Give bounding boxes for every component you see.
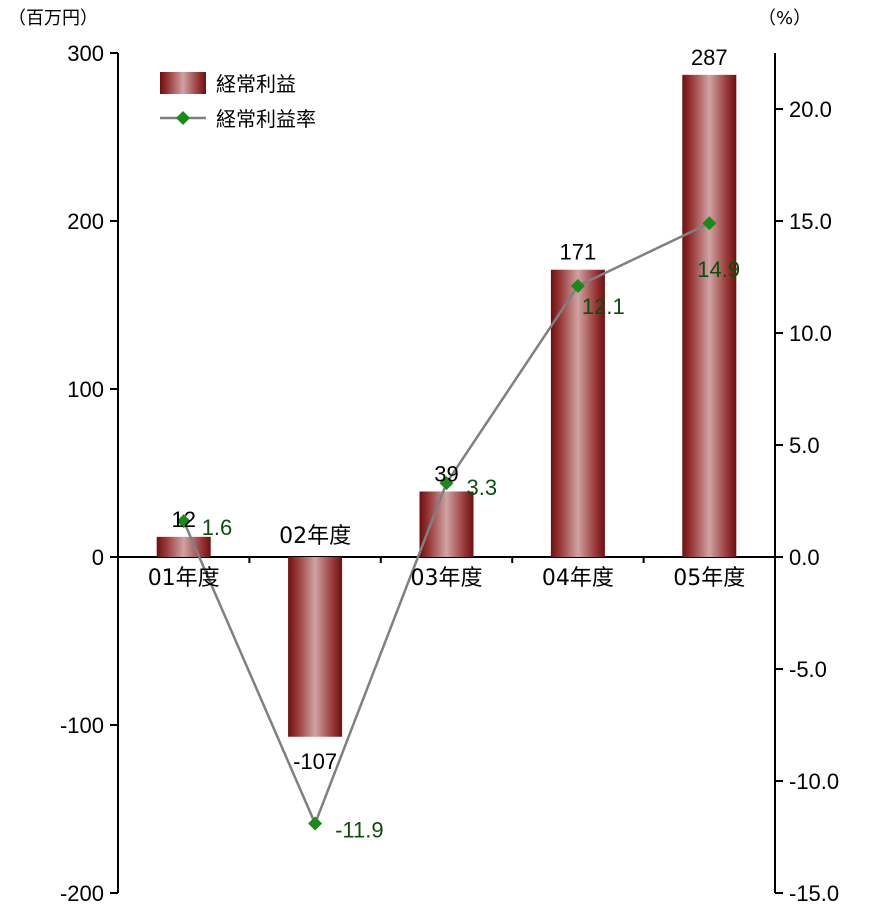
bar-series xyxy=(156,74,737,737)
rate-value-label: 1.6 xyxy=(202,515,233,540)
rate-marker xyxy=(702,216,717,231)
rate-marker xyxy=(439,476,454,491)
y-left-tick-label: 200 xyxy=(67,209,104,234)
legend-line-label: 経常利益率 xyxy=(216,107,316,131)
bar-value-label: 39 xyxy=(434,461,458,486)
y-right-tick-label: -10.0 xyxy=(789,769,839,794)
category-label: 04年度 xyxy=(542,566,614,591)
rate-marker xyxy=(570,278,585,293)
rate-value-label: 14.9 xyxy=(697,257,740,282)
data-labels: 01年度 02年度 03年度 04年度 05年度 12 -107 39 171 287 1.6 -11… xyxy=(148,45,746,843)
y-left-tick-label: 0 xyxy=(92,545,104,570)
category-label: 05年度 xyxy=(673,566,745,591)
bar-value-label: 287 xyxy=(691,45,728,70)
axes: 300 200 100 0 -100 -200 20.0 15.0 10.0 5.0 0.0 -5.0… xyxy=(60,41,839,906)
rate-value-label: 3.3 xyxy=(467,475,498,500)
y-left-tick-label: 100 xyxy=(67,377,104,402)
bar-03年度 xyxy=(419,491,474,557)
y-right-tick-label: 15.0 xyxy=(789,209,832,234)
y-left-tick-label: -200 xyxy=(60,881,104,906)
rate-marker xyxy=(176,514,191,529)
category-label: 01年度 xyxy=(148,566,220,591)
bar-02年度 xyxy=(288,557,343,737)
y-right-tick-label: -15.0 xyxy=(789,881,839,906)
y-right-unit: （%） xyxy=(758,8,811,29)
y-right-tick-label: 5.0 xyxy=(789,433,820,458)
bar-value-label: -107 xyxy=(293,749,337,774)
y-left-unit: （百万円） xyxy=(8,8,98,29)
rate-value-label: -11.9 xyxy=(335,818,384,843)
rate-value-label: 12.1 xyxy=(582,294,625,319)
y-left-tick-label: 300 xyxy=(67,41,104,66)
bar-value-label: 171 xyxy=(560,240,597,265)
y-left-tick-label: -100 xyxy=(60,713,104,738)
line-series xyxy=(176,216,717,831)
legend-line-marker xyxy=(176,111,190,125)
bar-value-label: 12 xyxy=(171,507,195,532)
legend-bar-swatch xyxy=(160,72,206,94)
y-right-tick-label: -5.0 xyxy=(789,657,827,682)
category-label: 02年度 xyxy=(279,524,351,549)
rate-marker xyxy=(308,816,323,831)
category-label: 03年度 xyxy=(411,566,483,591)
y-right-tick-label: 10.0 xyxy=(789,321,832,346)
y-right-tick-label: 0.0 xyxy=(789,545,820,570)
bar-05年度 xyxy=(682,74,737,557)
bar-04年度 xyxy=(550,269,605,557)
y-right-tick-label: 20.0 xyxy=(789,97,832,122)
legend-bar-label: 経常利益 xyxy=(216,72,296,96)
